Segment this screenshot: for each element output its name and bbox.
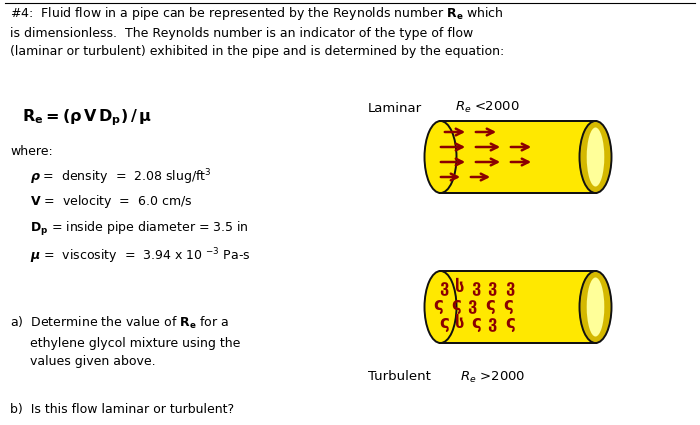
Text: ς: ς <box>451 296 461 314</box>
Text: b)  Is this flow laminar or turbulent?: b) Is this flow laminar or turbulent? <box>10 403 234 416</box>
Ellipse shape <box>587 278 604 337</box>
Text: ς: ς <box>503 296 513 314</box>
Text: $\mathbf{R_e=(\rho\,V\,D_p)\,/\,\mu}$: $\mathbf{R_e=(\rho\,V\,D_p)\,/\,\mu}$ <box>22 107 152 127</box>
Text: ვ: ვ <box>471 278 481 296</box>
Text: ς: ς <box>439 314 449 332</box>
Text: #4:  Fluid flow in a pipe can be represented by the Reynolds number $\mathbf{R_e: #4: Fluid flow in a pipe can be represen… <box>10 5 504 58</box>
Text: a)  Determine the value of $\mathbf{R_e}$ for a
     ethylene glycol mixture usi: a) Determine the value of $\mathbf{R_e}$… <box>10 315 240 368</box>
Bar <box>440 121 596 193</box>
Text: $R_e$ <2000: $R_e$ <2000 <box>455 100 519 115</box>
Ellipse shape <box>580 121 612 193</box>
Ellipse shape <box>424 271 456 343</box>
Text: ს: ს <box>455 314 465 332</box>
Text: $R_e$ >2000: $R_e$ >2000 <box>460 370 526 385</box>
Ellipse shape <box>580 271 612 343</box>
Bar <box>440 271 596 343</box>
Text: Laminar: Laminar <box>368 102 422 115</box>
Text: ვ: ვ <box>505 278 514 296</box>
Text: ვ: ვ <box>468 296 477 314</box>
Text: $\mathbf{D_p}$ = inside pipe diameter = 3.5 in: $\mathbf{D_p}$ = inside pipe diameter = … <box>30 220 248 238</box>
Text: ς: ς <box>485 296 495 314</box>
Ellipse shape <box>424 121 456 193</box>
Text: ς: ς <box>505 314 515 332</box>
Text: $\boldsymbol{\mu}$ =  viscosity  =  3.94 x 10 $^{-3}$ Pa-s: $\boldsymbol{\mu}$ = viscosity = 3.94 x … <box>30 246 251 266</box>
Text: $\mathbf{V}$ =  velocity  =  6.0 cm/s: $\mathbf{V}$ = velocity = 6.0 cm/s <box>30 193 193 210</box>
Text: $\boldsymbol{\rho}$ =  density  =  2.08 slug/ft$^3$: $\boldsymbol{\rho}$ = density = 2.08 slu… <box>30 167 211 187</box>
Text: ς: ς <box>471 314 481 332</box>
Text: ვ: ვ <box>440 278 449 296</box>
Text: Turbulent: Turbulent <box>368 370 431 383</box>
Text: ს: ს <box>455 278 465 296</box>
Text: where:: where: <box>10 145 52 158</box>
Text: ვ: ვ <box>487 314 497 332</box>
Text: ς: ς <box>433 296 443 314</box>
Text: ვ: ვ <box>487 278 497 296</box>
Ellipse shape <box>587 128 604 187</box>
